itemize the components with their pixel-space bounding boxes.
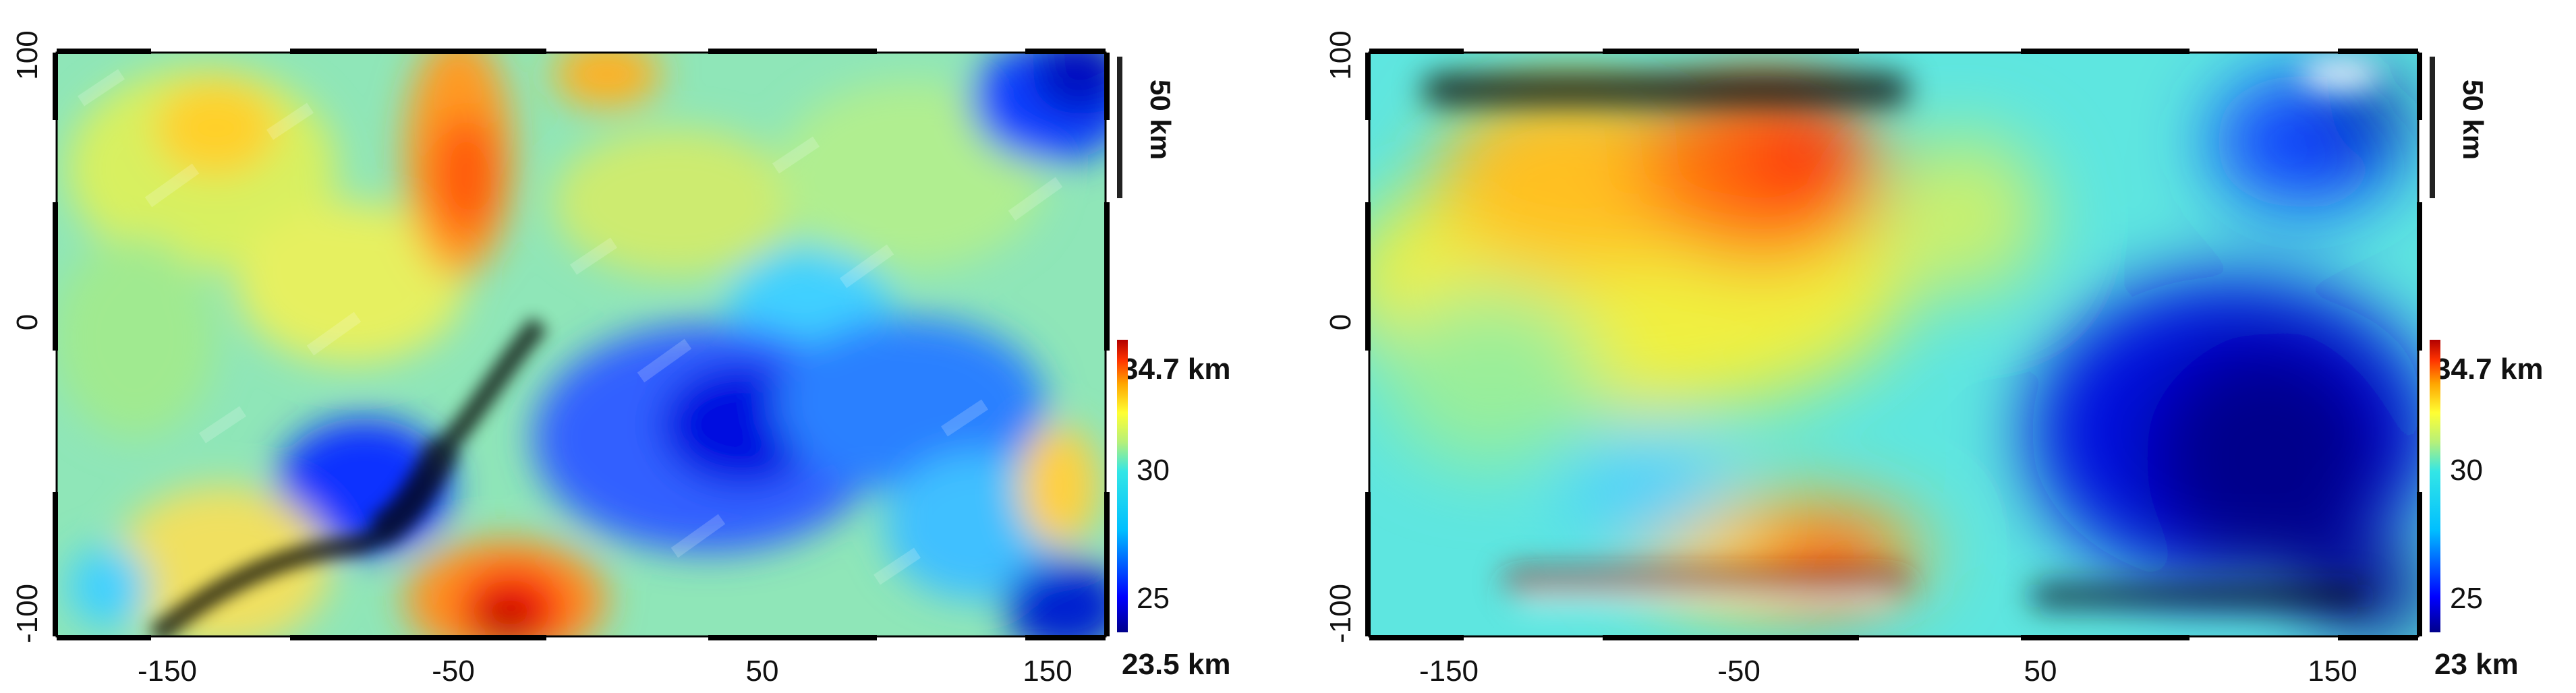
y-tick-labels-left: 100 0 -100: [11, 30, 44, 643]
colorbar-tick-label: 30: [1137, 454, 1170, 487]
map-border-ticks-right: [1365, 49, 2422, 640]
colorbar-left: 34.7 km 30 25 23.5 km: [1117, 340, 1230, 681]
colorbar-max-label: 34.7 km: [1122, 353, 1230, 386]
x-tick-label: 50: [746, 655, 779, 688]
depth-map-right: [1369, 53, 2418, 636]
colorbar-min-label: 23 km: [2434, 648, 2519, 681]
scale-bar-left: 50 km: [1117, 57, 1176, 198]
colorbar-tick-label: 25: [1137, 582, 1170, 615]
map-panel-right: -150 -50 50 150 100 0 -100 50 km 34.7 km…: [1288, 0, 2576, 693]
colorbar-max-label: 34.7 km: [2434, 353, 2543, 386]
colorbar-min-label: 23.5 km: [1122, 648, 1230, 681]
colorbar-tick-label: 30: [2450, 454, 2483, 487]
y-tick-labels-right: 100 0 -100: [1324, 30, 1357, 643]
depth-map-left: [57, 53, 1106, 636]
map-svg-right: -150 -50 50 150 100 0 -100 50 km 34.7 km…: [1324, 30, 2543, 688]
map-border-ticks-left: [53, 49, 1110, 640]
y-tick-label: 100: [1324, 30, 1357, 80]
scale-bar-right: 50 km: [2430, 57, 2489, 198]
map-svg-left: -150 -50 50 150 100 0 -100 50 km 34.7 km…: [11, 30, 1230, 688]
map-panel-left: -150 -50 50 150 100 0 -100 50 km 34.7 km…: [11, 30, 1230, 688]
scale-bar-line: [2430, 57, 2435, 198]
colorbar-right: 34.7 km 30 25 23 km: [2430, 340, 2543, 681]
y-tick-label: -100: [11, 584, 44, 643]
colorbar-tick-label: 25: [2450, 582, 2483, 615]
x-tick-labels-right: -150 -50 50 150: [1419, 655, 2357, 688]
x-tick-label: -150: [1419, 655, 1479, 688]
colorbar-gradient: [2430, 340, 2440, 632]
x-tick-label: -50: [432, 655, 475, 688]
scale-bar-label: 50 km: [1145, 80, 1176, 160]
x-tick-label: 150: [2308, 655, 2357, 688]
scale-bar-line: [1117, 57, 1122, 198]
y-tick-label: 0: [11, 314, 44, 330]
colorbar-gradient: [1117, 340, 1128, 632]
x-tick-labels-left: -150 -50 50 150: [138, 655, 1072, 688]
x-tick-label: -50: [1717, 655, 1761, 688]
y-tick-label: 100: [11, 30, 44, 80]
x-tick-label: -150: [138, 655, 197, 688]
x-tick-label: 150: [1023, 655, 1072, 688]
y-tick-label: 0: [1324, 314, 1357, 330]
x-tick-label: 50: [2024, 655, 2057, 688]
y-tick-label: -100: [1324, 584, 1357, 643]
scale-bar-label: 50 km: [2457, 80, 2489, 160]
